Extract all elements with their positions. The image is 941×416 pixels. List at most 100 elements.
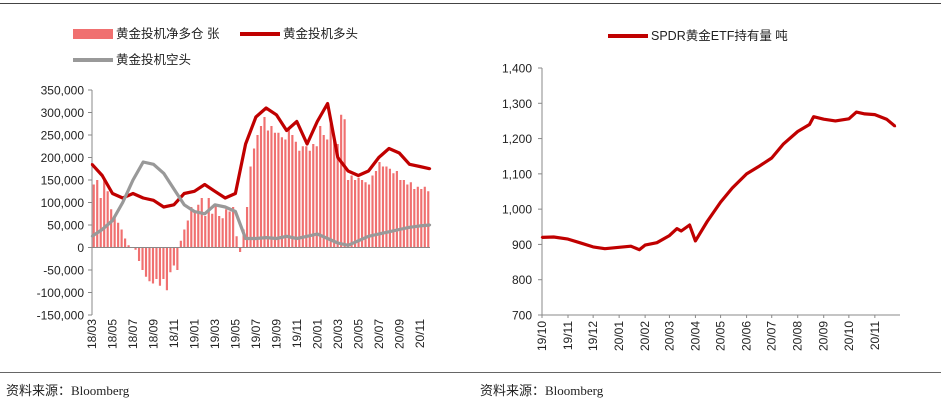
point-long: [377, 156, 380, 159]
x-tick-label: 20/05: [714, 321, 728, 351]
point-long: [111, 192, 114, 195]
x-tick-label: 20/10: [842, 321, 856, 351]
point-short: [182, 203, 186, 206]
x-tick-label: 18/03: [85, 319, 99, 349]
bar-net-long: [165, 247, 168, 291]
point-long: [234, 192, 237, 195]
bar-net-long: [392, 173, 395, 248]
bar-net-long: [211, 213, 214, 248]
bar-net-long: [169, 247, 172, 273]
bar-net-long: [364, 182, 367, 248]
bar-net-long: [235, 236, 238, 248]
bar-net-long: [179, 240, 182, 248]
point-short: [213, 203, 217, 206]
bar-net-long: [277, 132, 280, 248]
bar-net-long: [395, 171, 398, 248]
bar-net-long: [218, 216, 221, 248]
bar-net-long: [172, 247, 175, 266]
bar-net-long: [399, 180, 402, 248]
x-tick-label: 19/11: [290, 319, 304, 348]
point-spdr: [591, 245, 595, 249]
point-spdr: [679, 229, 683, 233]
bar-net-long: [413, 189, 416, 248]
x-tick-label: 19/03: [208, 319, 222, 349]
bar-net-long: [308, 150, 311, 248]
point-short: [305, 235, 309, 238]
point-long: [244, 142, 247, 146]
bar-net-long: [406, 184, 409, 248]
bar-net-long: [141, 247, 144, 270]
point-spdr: [629, 244, 633, 248]
point-short: [408, 226, 411, 229]
point-short: [264, 236, 268, 239]
bar-net-long: [333, 139, 336, 248]
point-long: [203, 183, 206, 186]
bar-net-long: [120, 229, 123, 248]
bar-net-long: [381, 166, 385, 248]
y-tick-label: -50,000: [43, 264, 84, 278]
point-spdr: [873, 113, 877, 116]
bar-net-long: [110, 209, 113, 248]
point-spdr: [808, 123, 811, 126]
bar-net-long: [137, 247, 141, 261]
x-tick-label: 19/11: [561, 321, 575, 350]
bar-net-long: [343, 119, 346, 248]
x-tick-label: 20/06: [740, 321, 754, 351]
point-short: [398, 228, 401, 231]
y-tick-label: 1,100: [502, 167, 532, 181]
bar-net-long: [207, 198, 210, 248]
bar-net-long: [176, 247, 179, 270]
point-long: [367, 169, 370, 173]
bar-net-long: [423, 186, 426, 248]
bar-net-long: [193, 211, 196, 248]
bar-net-long: [360, 180, 364, 248]
point-long: [316, 120, 319, 123]
bar-net-long: [294, 141, 297, 248]
x-tick-label: 20/01: [612, 321, 626, 351]
bar-net-long: [197, 204, 200, 248]
x-tick-label: 18/05: [106, 319, 120, 349]
line-spdr: [541, 110, 897, 252]
bar-net-long: [245, 207, 249, 248]
point-long: [213, 190, 217, 193]
bar-net-long: [371, 175, 374, 248]
x-tick-label: 20/07: [372, 319, 386, 349]
x-tick-label: 20/09: [392, 319, 406, 349]
x-tick-label: 20/11: [413, 319, 427, 348]
bar-net-long: [427, 191, 430, 248]
bar-net-long: [158, 247, 162, 286]
point-spdr: [566, 237, 570, 241]
y-tick-label: 1,400: [502, 62, 532, 76]
point-long: [346, 169, 350, 173]
point-spdr: [578, 241, 581, 244]
bar-net-long: [259, 126, 263, 248]
y-tick-label: 300,000: [41, 106, 85, 120]
bar-net-long: [326, 139, 329, 248]
bar-net-long: [340, 114, 343, 248]
bar-net-long: [409, 182, 412, 248]
point-long: [182, 192, 186, 195]
y-tick-label: 200,000: [41, 151, 85, 165]
legend-label-spdr: SPDR黄金ETF持有量 吨: [651, 28, 788, 43]
bar-net-long: [99, 198, 102, 248]
bar-net-long: [357, 177, 360, 248]
x-tick-label: 20/02: [638, 321, 652, 351]
bar-net-long: [232, 207, 235, 248]
bar-net-long: [287, 128, 290, 248]
y-tick-label: 800: [512, 273, 532, 287]
point-long: [326, 102, 329, 105]
x-tick-label: 20/11: [868, 321, 882, 350]
bar-net-long: [336, 144, 339, 248]
point-short: [162, 172, 165, 175]
point-short: [172, 187, 176, 191]
point-short: [367, 235, 370, 238]
x-tick-label: 18/11: [167, 319, 181, 348]
bar-net-long: [322, 135, 325, 248]
bar-net-long: [200, 198, 203, 248]
y-tick-label: 50,000: [47, 219, 84, 233]
bar-net-long: [148, 247, 151, 282]
bar-net-long: [239, 247, 242, 252]
x-tick-label: 20/05: [351, 319, 365, 349]
bar-net-long: [151, 247, 155, 284]
